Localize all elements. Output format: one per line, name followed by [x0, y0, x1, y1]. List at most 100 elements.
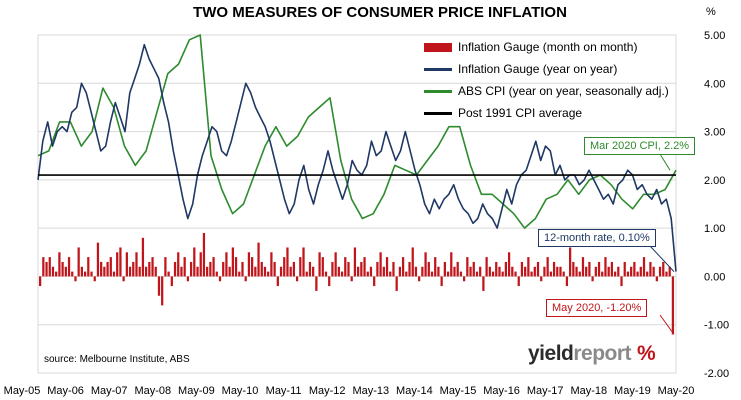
bar [597, 261, 601, 277]
bar [668, 266, 671, 277]
bar [353, 247, 357, 277]
yieldreport-logo: yieldreport% [528, 342, 656, 366]
bar [93, 276, 96, 282]
series-line-abs-cpi [37, 34, 677, 229]
bar [106, 261, 109, 277]
bar [279, 266, 283, 277]
bar [434, 257, 437, 277]
y-tick-label: 3.00 [704, 127, 725, 139]
x-tick-label: May-20 [658, 385, 695, 397]
bar [302, 247, 305, 277]
bar [286, 247, 289, 277]
bar [418, 276, 421, 282]
bar [366, 271, 369, 277]
bar [331, 261, 334, 277]
bar [613, 271, 617, 277]
bar [254, 266, 257, 277]
bar [209, 261, 212, 277]
x-tick-label: May-14 [396, 385, 433, 397]
bar [540, 276, 543, 282]
legend-label: ABS CPI (year on year, seasonally adj.) [458, 84, 669, 98]
bar [55, 271, 58, 277]
bar [450, 252, 453, 277]
bar [655, 276, 658, 282]
bar [289, 266, 292, 277]
bar [263, 266, 267, 277]
bar [556, 266, 559, 277]
bar [48, 257, 51, 277]
bar [360, 261, 363, 277]
bar [154, 266, 157, 277]
bar [543, 266, 546, 277]
bar [337, 266, 340, 277]
bar [662, 261, 665, 277]
x-tick-label: May-06 [47, 385, 84, 397]
bar [594, 266, 597, 277]
bar [401, 257, 405, 277]
bar [344, 257, 347, 277]
bar [395, 276, 398, 291]
bar [125, 252, 128, 277]
bar [212, 257, 215, 277]
bar [572, 261, 575, 277]
bar [80, 266, 84, 277]
bar [350, 276, 353, 282]
bar [315, 276, 318, 291]
bar [559, 266, 562, 277]
bar [305, 271, 308, 277]
y-tick-label: -1.00 [704, 320, 729, 332]
bar [620, 276, 623, 287]
bar [151, 257, 154, 277]
bar [71, 271, 74, 277]
bar [267, 271, 270, 277]
bar [215, 271, 218, 277]
bar [626, 271, 630, 277]
bar [427, 261, 430, 277]
bar [585, 266, 588, 277]
bar [498, 266, 501, 277]
bar [456, 261, 459, 277]
bar [588, 261, 591, 277]
bar [202, 232, 206, 277]
logo-percent-icon: % [637, 342, 656, 365]
legend-item-abs-cpi: ABS CPI (year on year, seasonally adj.) [422, 80, 672, 102]
x-tick-label: May-19 [614, 385, 651, 397]
bar [520, 261, 524, 277]
bar [491, 271, 495, 277]
bar [511, 266, 514, 277]
bar [260, 261, 263, 277]
bar [617, 266, 620, 277]
bar [389, 271, 392, 277]
bar [607, 266, 610, 277]
y-tick-label: 2.00 [704, 175, 725, 187]
bar [604, 257, 607, 277]
bar [61, 261, 64, 277]
legend-swatch-line [424, 112, 452, 115]
bar [58, 252, 61, 277]
legend-swatch-bar [424, 43, 452, 52]
x-axis-ticks: May-05 May-06 May-07 May-08 May-09 May-10 May-… [4, 385, 695, 397]
bar [138, 266, 141, 277]
bar [119, 247, 122, 277]
bar [443, 261, 446, 277]
bar [177, 252, 180, 277]
bar [376, 261, 379, 277]
bar [186, 276, 190, 282]
bar [507, 252, 511, 277]
bar [405, 271, 408, 277]
bar [530, 271, 533, 277]
x-tick-label: May-11 [266, 385, 302, 397]
bar [145, 266, 148, 277]
chart-title: TWO MEASURES OF CONSUMER PRICE INFLATION [193, 4, 567, 21]
bar [408, 261, 411, 277]
bar [241, 261, 244, 277]
x-tick-label: May-17 [527, 385, 564, 397]
bar [183, 257, 186, 277]
bar [312, 266, 315, 277]
bar [671, 276, 675, 335]
bar [135, 252, 138, 277]
x-tick-label: May-12 [309, 385, 346, 397]
bar [132, 261, 135, 277]
bar [321, 257, 324, 277]
bar [517, 276, 520, 287]
